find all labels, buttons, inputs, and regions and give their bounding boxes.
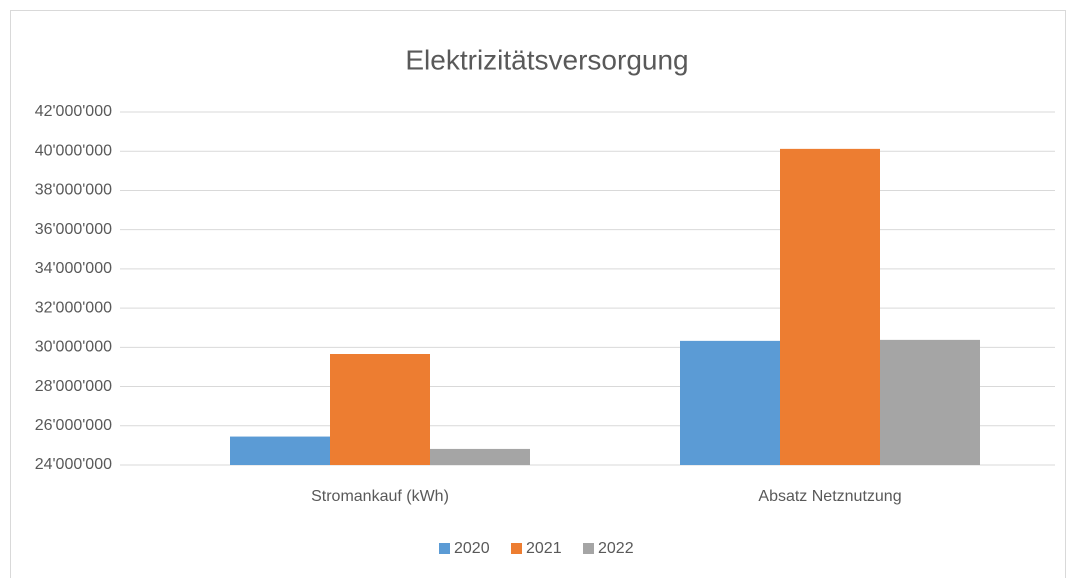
bar [680, 340, 780, 465]
x-tick-label: Stromankauf (kWh) [311, 488, 449, 505]
legend-swatch [511, 543, 522, 554]
legend-label: 2020 [454, 540, 490, 557]
chart-title: Elektrizitätsversorgung [405, 44, 688, 75]
chart-border [10, 10, 1066, 578]
bar [780, 148, 880, 465]
y-tick-label: 36'000'000 [35, 221, 112, 238]
legend-label: 2022 [598, 540, 634, 557]
x-tick-label: Absatz Netznutzung [758, 488, 901, 505]
bar [880, 339, 980, 465]
y-tick-label: 30'000'000 [35, 339, 112, 356]
y-tick-label: 38'000'000 [35, 182, 112, 199]
bar [330, 354, 430, 465]
y-tick-label: 24'000'000 [35, 456, 112, 473]
y-tick-label: 34'000'000 [35, 260, 112, 277]
y-tick-label: 42'000'000 [35, 103, 112, 120]
legend-swatch [583, 543, 594, 554]
bar [230, 436, 330, 465]
legend-swatch [439, 543, 450, 554]
y-tick-label: 26'000'000 [35, 417, 112, 434]
y-tick-label: 32'000'000 [35, 299, 112, 316]
legend-label: 2021 [526, 540, 562, 557]
y-tick-label: 28'000'000 [35, 378, 112, 395]
y-tick-label: 40'000'000 [35, 142, 112, 159]
bar [430, 448, 530, 465]
